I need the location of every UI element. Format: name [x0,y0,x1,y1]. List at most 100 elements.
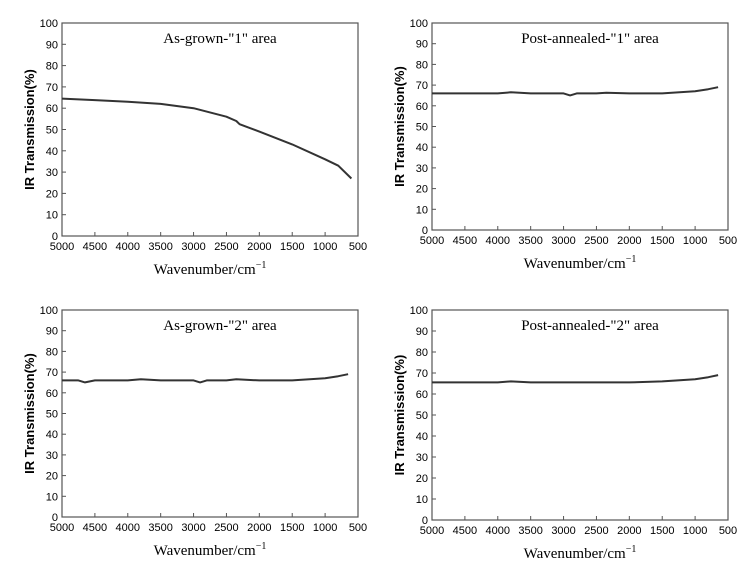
y-tick-label: 40 [416,142,428,154]
y-tick-label: 20 [416,473,428,485]
y-tick-label: 50 [416,410,428,422]
y-tick-label: 80 [46,346,58,358]
y-tick-label: 100 [40,18,58,30]
panel-title: Post-annealed-"1" area [521,31,659,47]
x-tick-label: 4000 [486,525,510,537]
chart-panel-3: 0 10 20 30 40 50 60 70 80 90 100 5000 4500 4000 3500 30… [22,305,367,559]
transmission-line [432,374,719,384]
y-axis-label: IR Transmission(%) [392,66,407,187]
x-tick-label: 2500 [214,241,238,253]
x-tick-label: 3500 [518,235,542,247]
y-tick-label: 70 [46,82,58,94]
x-tick-label: 500 [349,522,367,534]
x-axis-label: Wavenumber/cm−1 [524,544,637,562]
x-tick-label: 4000 [486,235,510,247]
y-tick-label: 20 [46,471,58,483]
x-tick-label: 4500 [453,525,477,537]
y-tick-label: 30 [46,450,58,462]
x-tick-label: 500 [719,235,737,247]
x-axis-label-exponent: −1 [256,260,267,271]
x-tick-label: 1000 [313,241,337,253]
x-tick-label: 4000 [116,522,140,534]
y-tick-label: 20 [416,184,428,196]
x-tick-label: 2500 [584,525,608,537]
x-axis-label: Wavenumber/cm−1 [154,260,267,278]
x-tick-label: 2500 [214,522,238,534]
x-tick-label: 4500 [83,522,107,534]
x-tick-label: 1000 [313,522,337,534]
x-tick-label: 1500 [650,235,674,247]
y-tick-label: 50 [416,122,428,134]
y-axis-label: IR Transmission(%) [22,353,37,474]
panel-title: Post-annealed-"2" area [521,318,659,334]
y-tick-label: 40 [46,429,58,441]
x-tick-label: 4000 [116,241,140,253]
x-axis-label-text: Wavenumber/cm [154,262,256,278]
x-tick-label: 4500 [453,235,477,247]
y-tick-label: 10 [416,204,428,216]
y-tick-label: 60 [46,388,58,400]
x-tick-label: 500 [349,241,367,253]
y-tick-label: 80 [46,61,58,73]
transmission-line [62,373,349,384]
x-axis-label-text: Wavenumber/cm [524,256,626,272]
y-tick-label: 80 [416,347,428,359]
x-tick-label: 5000 [50,241,74,253]
x-tick-label: 2000 [617,525,641,537]
x-tick-label: 2500 [584,235,608,247]
y-axis-label: IR Transmission(%) [392,355,407,476]
y-tick-label: 30 [416,452,428,464]
x-tick-label: 500 [719,525,737,537]
plot-frame [61,309,359,518]
y-tick-label: 30 [416,163,428,175]
x-axis-label-text: Wavenumber/cm [154,543,256,559]
y-tick-label: 0 [422,225,428,237]
x-axis-label-exponent: −1 [626,544,637,555]
x-tick-label: 1500 [280,522,304,534]
y-tick-label: 90 [46,39,58,51]
y-tick-label: 70 [416,80,428,92]
y-tick-label: 50 [46,409,58,421]
plot-frame [431,309,729,521]
y-tick-label: 50 [46,125,58,137]
x-tick-label: 1000 [683,235,707,247]
y-tick-label: 70 [416,368,428,380]
y-tick-label: 30 [46,167,58,179]
transmission-line [61,97,353,180]
panel-title: As-grown-"2" area [163,318,277,334]
y-tick-label: 0 [422,515,428,527]
panel-title: As-grown-"1" area [163,31,277,47]
y-tick-label: 100 [40,305,58,317]
plot-frame [431,22,729,231]
x-tick-label: 2000 [247,522,271,534]
y-tick-label: 100 [410,305,428,317]
y-tick-label: 60 [46,103,58,115]
transmission-line [432,86,719,97]
x-tick-label: 3000 [181,522,205,534]
x-tick-label: 1500 [280,241,304,253]
y-tick-label: 100 [410,18,428,30]
y-tick-label: 60 [416,101,428,113]
y-tick-label: 40 [416,431,428,443]
x-tick-label: 3500 [148,522,172,534]
y-tick-label: 60 [416,389,428,401]
y-tick-label: 20 [46,188,58,200]
y-tick-label: 70 [46,367,58,379]
x-tick-label: 2000 [247,241,271,253]
x-tick-label: 3500 [518,525,542,537]
y-tick-label: 0 [52,231,58,243]
x-tick-label: 3000 [551,525,575,537]
chart-panel-4: 0 10 20 30 40 50 60 70 80 90 100 5000 4500 4000 3500 30… [392,305,737,562]
x-tick-label: 1500 [650,525,674,537]
y-tick-label: 10 [46,210,58,222]
x-tick-label: 2000 [617,235,641,247]
y-axis-label: IR Transmission(%) [22,69,37,190]
x-tick-label: 3000 [181,241,205,253]
x-axis-label: Wavenumber/cm−1 [154,541,267,559]
x-tick-label: 4500 [83,241,107,253]
x-tick-label: 1000 [683,525,707,537]
y-tick-label: 80 [416,59,428,71]
y-tick-label: 90 [46,326,58,338]
y-tick-label: 10 [46,491,58,503]
